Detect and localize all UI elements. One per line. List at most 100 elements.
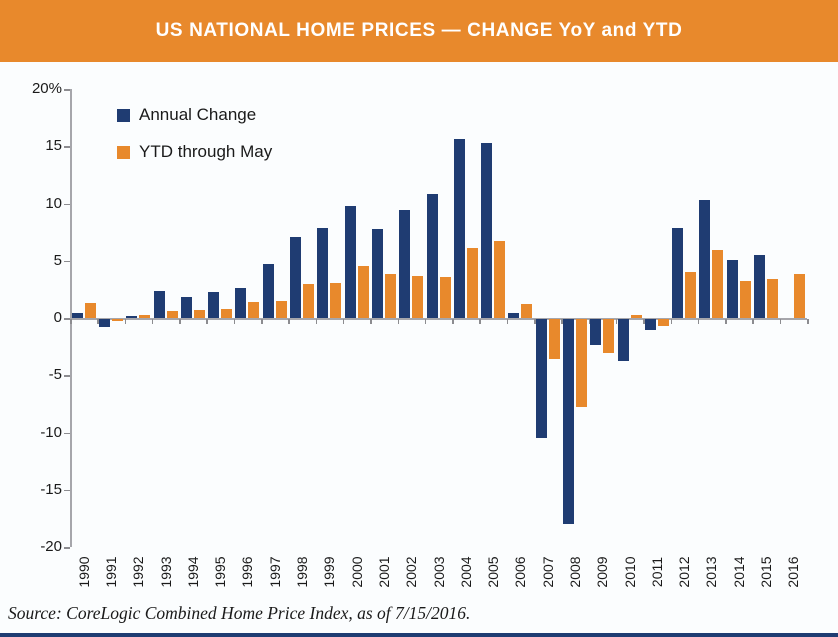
bar-annual-1994 <box>180 297 192 318</box>
bar-annual-2007 <box>535 319 547 439</box>
bar-annual-2015 <box>754 255 766 318</box>
ytd-through-may-swatch-icon <box>117 145 130 159</box>
bar-annual-1992 <box>126 315 138 318</box>
bar-ytd-2014 <box>739 281 751 318</box>
x-axis-label-2010: 2010 <box>621 556 638 588</box>
y-axis-tick <box>64 432 70 434</box>
x-axis-tick <box>615 319 618 324</box>
x-axis-tick <box>179 319 181 324</box>
x-axis-tick <box>288 319 290 324</box>
bar-ytd-1993 <box>166 311 178 318</box>
x-axis-tick <box>70 319 72 324</box>
bar-annual-2002 <box>399 210 411 318</box>
x-axis-tick <box>643 319 645 324</box>
x-axis-tick <box>670 319 673 324</box>
x-axis-tick <box>151 319 154 324</box>
x-axis-label-1993: 1993 <box>157 556 174 588</box>
legend-item-annual-change: Annual Change <box>117 105 272 125</box>
x-axis-label-2016: 2016 <box>785 556 802 588</box>
bar-ytd-2003 <box>439 276 451 318</box>
bar-annual-1993 <box>153 290 165 318</box>
x-axis-label-1992: 1992 <box>130 556 147 588</box>
x-axis-label-1995: 1995 <box>212 556 229 588</box>
y-axis-tick <box>64 146 70 148</box>
bar-annual-2005 <box>481 142 493 318</box>
chart-title-bar: US NATIONAL HOME PRICES — CHANGE YoY and… <box>0 0 838 62</box>
x-axis-tick <box>342 319 345 324</box>
x-axis-tick <box>424 319 427 324</box>
bar-annual-1990 <box>71 313 83 318</box>
x-axis-label-2013: 2013 <box>703 556 720 588</box>
x-axis-tick <box>206 319 208 324</box>
bar-ytd-2005 <box>494 241 506 318</box>
x-axis-label-2006: 2006 <box>512 556 529 588</box>
bar-ytd-2012 <box>685 272 697 318</box>
chart-title: US NATIONAL HOME PRICES — CHANGE YoY and… <box>155 20 683 41</box>
x-axis-label-2015: 2015 <box>758 556 775 588</box>
x-axis-tick <box>397 319 400 324</box>
bottom-border <box>0 633 838 637</box>
x-axis-label-1998: 1998 <box>294 556 311 588</box>
bar-ytd-1992 <box>139 314 151 318</box>
y-axis-tick <box>64 89 70 91</box>
y-axis-tick <box>64 489 70 492</box>
bar-ytd-2002 <box>412 275 424 318</box>
bar-annual-1991 <box>98 319 110 327</box>
bar-ytd-1997 <box>275 300 287 318</box>
x-axis-tick <box>479 319 481 324</box>
bar-ytd-2011 <box>657 319 669 326</box>
x-axis-label-2001: 2001 <box>375 556 392 588</box>
bar-ytd-1995 <box>221 308 233 318</box>
x-axis-tick <box>124 319 127 324</box>
bar-ytd-2007 <box>548 319 560 360</box>
bar-ytd-1996 <box>248 301 260 318</box>
x-axis-label-1996: 1996 <box>239 556 256 588</box>
x-axis-label-1994: 1994 <box>184 556 201 588</box>
bar-annual-2003 <box>426 194 438 318</box>
y-axis-tick-label: -15 <box>40 480 62 498</box>
chart-legend: Annual Change YTD through May <box>117 105 272 179</box>
bar-annual-2001 <box>371 228 383 318</box>
bar-ytd-2016 <box>794 274 806 318</box>
legend-item-ytd-through-may: YTD through May <box>117 142 272 162</box>
legend-label-annual-change: Annual Change <box>139 105 257 124</box>
y-axis-tick-label: -5 <box>48 366 62 384</box>
bar-ytd-2006 <box>521 304 533 318</box>
bar-ytd-2001 <box>384 274 396 318</box>
bar-annual-2010 <box>617 319 629 362</box>
y-axis-tick <box>64 375 70 377</box>
bar-annual-2006 <box>508 313 520 318</box>
bar-ytd-1998 <box>303 283 315 318</box>
y-axis-tick-label: 20% <box>31 80 62 97</box>
x-axis-tick <box>315 319 318 324</box>
x-axis-tick <box>452 319 454 324</box>
x-axis-label-2005: 2005 <box>485 556 502 588</box>
bar-annual-2004 <box>453 139 465 318</box>
bar-annual-2008 <box>562 319 574 524</box>
chart-plot-area: 20% 15 10 5 0 -5 -10 -15 -20 1990 1991 1992 1993 1994… <box>0 62 838 633</box>
bar-annual-1998 <box>290 236 302 318</box>
x-axis-tick <box>588 319 591 324</box>
x-axis-label-1997: 1997 <box>266 556 283 588</box>
bar-ytd-2015 <box>767 279 779 318</box>
x-axis-tick <box>506 319 509 324</box>
annual-change-swatch-icon <box>117 108 130 122</box>
bar-annual-2000 <box>344 205 356 318</box>
bar-annual-2012 <box>672 227 684 318</box>
y-axis-tick <box>64 203 70 205</box>
y-axis-tick-label: -20 <box>40 538 62 555</box>
x-axis-tick <box>370 319 372 324</box>
source-note: Source: CoreLogic Combined Home Price In… <box>8 603 471 623</box>
bar-annual-1996 <box>235 288 247 318</box>
x-axis-label-2009: 2009 <box>594 556 611 588</box>
y-axis-tick <box>64 318 70 320</box>
x-axis-label-1991: 1991 <box>102 556 119 588</box>
bar-annual-2014 <box>726 259 738 318</box>
y-axis-tick-label: 0 <box>53 309 62 326</box>
x-axis-label-1999: 1999 <box>321 556 338 588</box>
y-axis-tick <box>64 547 70 549</box>
x-axis-label-2014: 2014 <box>730 556 747 588</box>
bar-annual-1999 <box>317 227 329 318</box>
y-axis-tick-label: 10 <box>45 194 62 212</box>
x-axis-label-2003: 2003 <box>430 556 447 588</box>
